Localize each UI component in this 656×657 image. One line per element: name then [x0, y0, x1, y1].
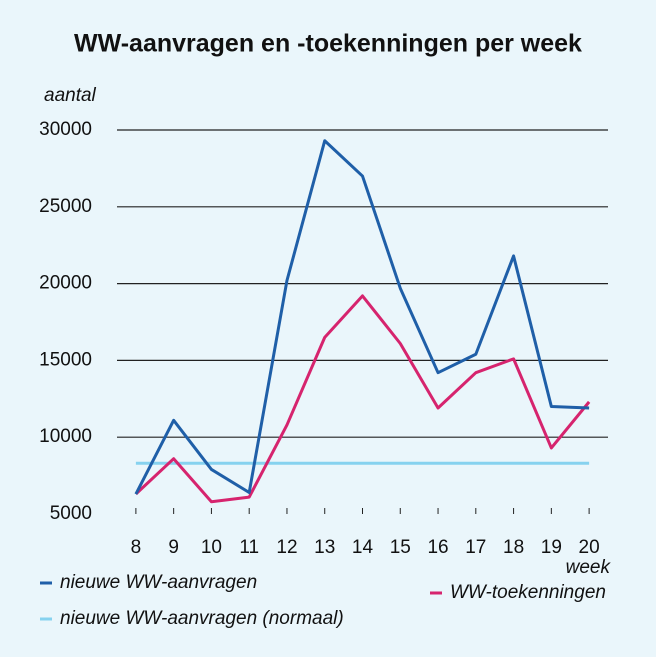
legend-label: nieuwe WW-aanvragen (normaal): [60, 608, 344, 629]
x-tick-label: 18: [503, 537, 524, 558]
x-axis-label: week: [566, 557, 612, 578]
legend-label: WW-toekenningen: [450, 582, 606, 603]
x-tick-label: 20: [579, 537, 600, 558]
x-tick-label: 12: [276, 537, 297, 558]
series-line: [134, 294, 591, 504]
x-tick-label: 10: [201, 537, 222, 558]
y-tick-label: 30000: [39, 119, 92, 140]
y-tick-label: 25000: [39, 196, 92, 217]
x-tick-label: 15: [390, 537, 411, 558]
x-tick-label: 19: [541, 537, 562, 558]
y-tick-label: 5000: [50, 503, 92, 524]
x-tick-label: 11: [239, 537, 259, 558]
legend-label: nieuwe WW-aanvragen: [60, 572, 257, 593]
x-tick-label: 13: [314, 537, 335, 558]
y-tick-label: 10000: [39, 426, 92, 447]
chart-title: WW-aanvragen en -toekenningen per week: [74, 30, 582, 58]
y-tick-label: 15000: [39, 349, 92, 370]
y-axis-label: aantal: [44, 85, 97, 106]
x-tick-label: 14: [352, 537, 374, 558]
y-tick-label: 20000: [39, 273, 92, 294]
x-tick-label: 17: [465, 537, 486, 558]
x-tick-label: 16: [427, 537, 448, 558]
series-line: [134, 139, 590, 495]
x-tick-label: 9: [168, 537, 179, 558]
x-tick-label: 8: [131, 537, 142, 558]
